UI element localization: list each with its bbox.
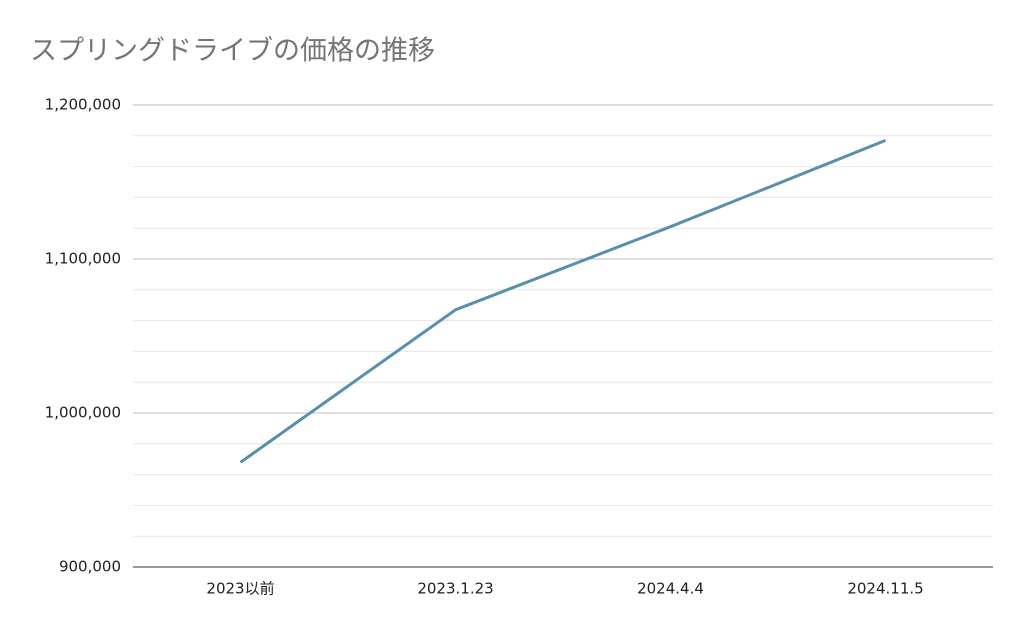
line-series	[239, 139, 887, 464]
y-tick-label: 900,000	[59, 558, 121, 576]
x-tick-label: 2024.4.4	[637, 580, 704, 598]
x-tick-label: 2023.1.23	[417, 580, 493, 598]
y-tick-label: 1,100,000	[45, 250, 121, 268]
chart-title: スプリングドライブの価格の推移	[30, 36, 435, 67]
y-tick-label: 1,200,000	[45, 96, 121, 114]
x-tick-label: 2024.11.5	[847, 580, 923, 598]
y-tick-label: 1,000,000	[45, 404, 121, 422]
x-tick-label: 2023以前	[206, 580, 274, 598]
